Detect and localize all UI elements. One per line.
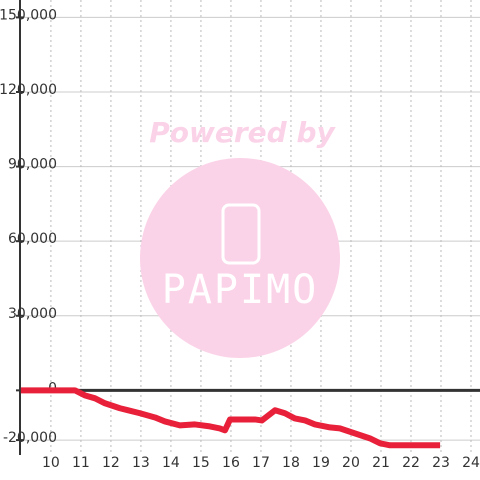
x-tick-label: 24 <box>462 455 480 471</box>
x-tick-label: 12 <box>102 455 120 471</box>
x-tick-label: 19 <box>312 455 330 471</box>
x-tick-label: 18 <box>282 455 300 471</box>
x-tick-label: 21 <box>372 455 390 471</box>
y-tick-label: 120,000 <box>0 82 57 98</box>
x-tick-label: 23 <box>432 455 450 471</box>
y-tick-label: 150,000 <box>0 7 57 23</box>
x-tick-label: 10 <box>42 455 60 471</box>
watermark-circle <box>140 158 340 358</box>
x-tick-label: 16 <box>222 455 240 471</box>
x-tick-label: 15 <box>192 455 210 471</box>
y-tick-label: 90,000 <box>8 157 57 173</box>
x-tick-label: 22 <box>402 455 420 471</box>
y-tick-label: 60,000 <box>8 231 57 247</box>
series-line <box>20 387 441 449</box>
watermark-text: Powered by <box>149 116 336 149</box>
x-tick-label: 14 <box>162 455 180 471</box>
watermark-icon <box>221 203 261 265</box>
x-tick-label: 20 <box>342 455 360 471</box>
y-tick-label: -20,000 <box>3 430 57 446</box>
y-tick-label: 30,000 <box>8 306 57 322</box>
x-tick-label: 13 <box>132 455 150 471</box>
x-tick-label: 11 <box>72 455 90 471</box>
x-tick-label: 17 <box>252 455 270 471</box>
watermark-logo: PAPIMO <box>162 267 319 313</box>
